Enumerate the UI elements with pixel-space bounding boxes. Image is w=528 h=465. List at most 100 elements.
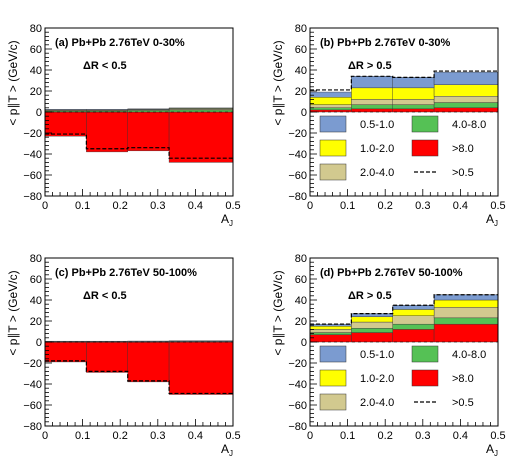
legend-swatch-2p0-4p0	[319, 163, 347, 181]
bar-4p0-8p0-bin-1	[309, 107, 352, 111]
x-axis-label: AJ	[221, 442, 233, 458]
x-tick-label: 0.4	[453, 430, 468, 442]
panel-b: (b) Pb+Pb 2.76TeV 0-30% ΔR > 0.5 −80 −60 −…	[288, 23, 505, 228]
y-tick-label: 60	[295, 274, 307, 286]
legend-swatch-1p0-2p0	[319, 369, 347, 387]
y-axis-label: < p∥T > (GeV/c)	[6, 40, 20, 125]
y-tick-label: 60	[30, 274, 42, 286]
total-step-line	[310, 70, 498, 91]
y-tick-label: 20	[295, 86, 307, 98]
x-tick-label: 0	[42, 200, 48, 212]
bar-4p0-8p0-bin-3	[392, 104, 435, 110]
y-tick-label: −80	[23, 191, 42, 203]
x-axis-label: AJ	[486, 212, 498, 228]
legend-label-gt0p5: >0.5	[452, 397, 474, 409]
legend-label-0p5-1p0: 0.5-1.0	[360, 119, 394, 131]
y-tick-label: −20	[23, 358, 42, 370]
x-tick-label: 0.3	[150, 200, 165, 212]
bar-4p0-8p0-bin-4	[433, 317, 499, 325]
y-axis-label: < p∥T > (GeV/c)	[6, 270, 20, 355]
y-tick-label: −80	[288, 191, 307, 203]
y-tick-label: −20	[288, 358, 307, 370]
bar-1p0-2p0-bin-2	[351, 316, 393, 323]
y-tick-label: −80	[288, 421, 307, 433]
legend-label-4p0-8p0: 4.0-8.0	[452, 349, 486, 361]
bar-2p0-4p0-bin-2	[351, 99, 393, 105]
x-tick-label: 0.1	[340, 430, 355, 442]
x-tick-label: 0.4	[453, 200, 468, 212]
x-tick-label: 0.2	[378, 200, 393, 212]
bar-2p0-4p0-bin-1	[309, 104, 352, 109]
legend-label-4p0-8p0: 4.0-8.0	[452, 119, 486, 131]
x-tick-label: 0.1	[340, 200, 355, 212]
bar-gt8p0-bin-1	[309, 334, 352, 343]
y-tick-label: 0	[36, 337, 42, 349]
legend-swatch-gt8p0	[411, 369, 439, 387]
y-tick-label: 60	[30, 44, 42, 56]
bar-gt8p0-bin-4	[433, 107, 499, 113]
x-tick-label: 0.3	[415, 430, 430, 442]
legend-swatch-1p0-2p0	[319, 139, 347, 157]
bar-1p0-2p0-bin-4	[433, 84, 499, 97]
y-tick-label: −40	[288, 379, 307, 391]
x-tick-label: 0.3	[150, 430, 165, 442]
y-tick-label: 0	[301, 107, 307, 119]
y-tick-label: 20	[295, 316, 307, 328]
panel-c-subtitle: ΔR < 0.5	[83, 290, 127, 302]
x-tick-label: 0	[42, 430, 48, 442]
bar-0p5-1p0-bin-3	[127, 108, 170, 110]
legend-swatch-0p5-1p0	[319, 115, 347, 133]
y-tick-label: −20	[288, 128, 307, 140]
legend-swatch-2p0-4p0	[319, 393, 347, 411]
panel-a-title: (a) Pb+Pb 2.76TeV 0-30%	[55, 37, 185, 49]
x-tick-label: 0.2	[113, 200, 128, 212]
bar-0p5-1p0-bin-2	[86, 340, 128, 342]
y-tick-label: 40	[295, 65, 307, 77]
y-tick-label: −40	[23, 149, 42, 161]
bar-2p0-4p0-bin-4	[433, 307, 499, 319]
bar-4p0-8p0-bin-4	[433, 102, 499, 109]
bar-4p0-8p0-bin-2	[351, 328, 393, 333]
y-tick-label: −60	[23, 170, 42, 182]
bar-0p5-1p0-bin-3	[392, 305, 435, 310]
x-tick-label: 0	[307, 200, 313, 212]
bar-gt8p0-bin-1	[44, 111, 87, 137]
bar-0p5-1p0-bin-3	[127, 340, 170, 342]
bar-gt8p0-bin-2	[86, 111, 128, 153]
total-step-line	[310, 294, 498, 325]
x-tick-label: 0.4	[188, 430, 203, 442]
total-step-line	[45, 133, 233, 159]
bar-1p0-2p0-bin-4	[433, 299, 499, 308]
x-tick-label: 0.5	[225, 200, 240, 212]
y-tick-label: 80	[295, 23, 307, 35]
bar-gt8p0-bin-4	[433, 323, 499, 343]
bar-gt8p0-bin-2	[351, 108, 393, 113]
y-tick-label: 20	[30, 316, 42, 328]
panel-d-subtitle: ΔR > 0.5	[348, 290, 392, 302]
panel-d: (d) Pb+Pb 2.76TeV 50-100% ΔR > 0.5 −80 −6…	[288, 253, 505, 458]
bar-4p0-8p0-bin-4	[168, 109, 234, 113]
legend-label-1p0-2p0: 1.0-2.0	[360, 373, 394, 385]
x-axis-label: AJ	[486, 442, 498, 458]
bar-gt8p0-bin-3	[392, 108, 435, 113]
legend: 0.5-1.0 4.0-8.0 1.0-2.0 >8.0 2.0-4.0 >0.5	[319, 115, 486, 181]
y-tick-label: 80	[30, 23, 42, 35]
bar-gt8p0-bin-2	[86, 341, 128, 373]
bar-0p5-1p0-bin-2	[351, 76, 393, 89]
legend-swatch-4p0-8p0	[411, 345, 439, 363]
bar-1p0-2p0-bin-1	[309, 97, 352, 105]
bar-1p0-2p0-bin-3	[392, 87, 435, 100]
legend-label-gt8p0: >8.0	[452, 373, 474, 385]
panel-d-title: (d) Pb+Pb 2.76TeV 50-100%	[320, 267, 463, 279]
bar-4p0-8p0-bin-1	[309, 332, 352, 335]
bar-0p5-1p0-bin-3	[392, 77, 435, 89]
y-axis-label: < p∥T > (GeV/c)	[271, 40, 285, 125]
bar-0p5-1p0-bin-4	[433, 71, 499, 85]
x-tick-label: 0.4	[188, 200, 203, 212]
legend-swatch-gt8p0	[411, 139, 439, 157]
bar-2p0-4p0-bin-3	[392, 99, 435, 105]
x-tick-label: 0	[307, 430, 313, 442]
bar-0p5-1p0-bin-4	[168, 340, 234, 342]
total-step-line	[45, 360, 233, 395]
